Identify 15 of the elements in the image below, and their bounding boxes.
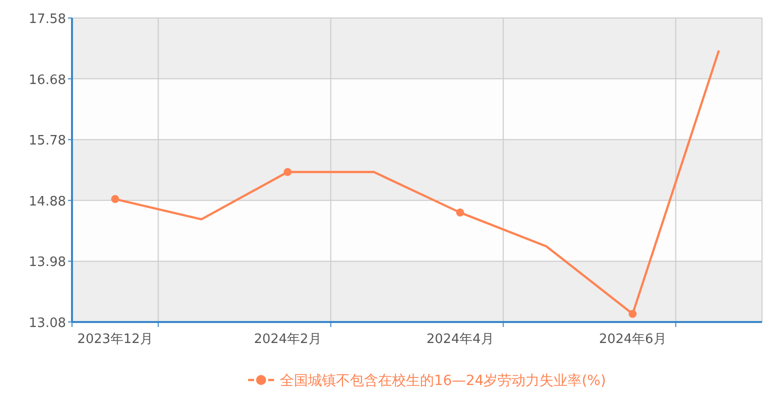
legend-label: 全国城镇不包含在校生的16—24岁劳动力失业率(%) [280,373,606,389]
x-tick-label: 2024年2月 [254,332,322,347]
point [628,310,637,318]
y-tick-label: 13.98 [28,255,66,270]
point [284,168,292,176]
x-tick-label: 2023年12月 [77,332,153,347]
y-tick-label: 14.88 [28,194,66,210]
y-tick-label: 15.78 [28,134,66,149]
y-tick-label: 16.68 [28,72,66,88]
point [456,208,464,217]
point [111,195,120,204]
y-tick-label: 17.58 [28,12,66,27]
x-tick-label: 2024年4月 [426,332,494,347]
x-tick-label: 2024年6月 [598,332,666,347]
y-tick-label: 13.08 [28,316,66,331]
